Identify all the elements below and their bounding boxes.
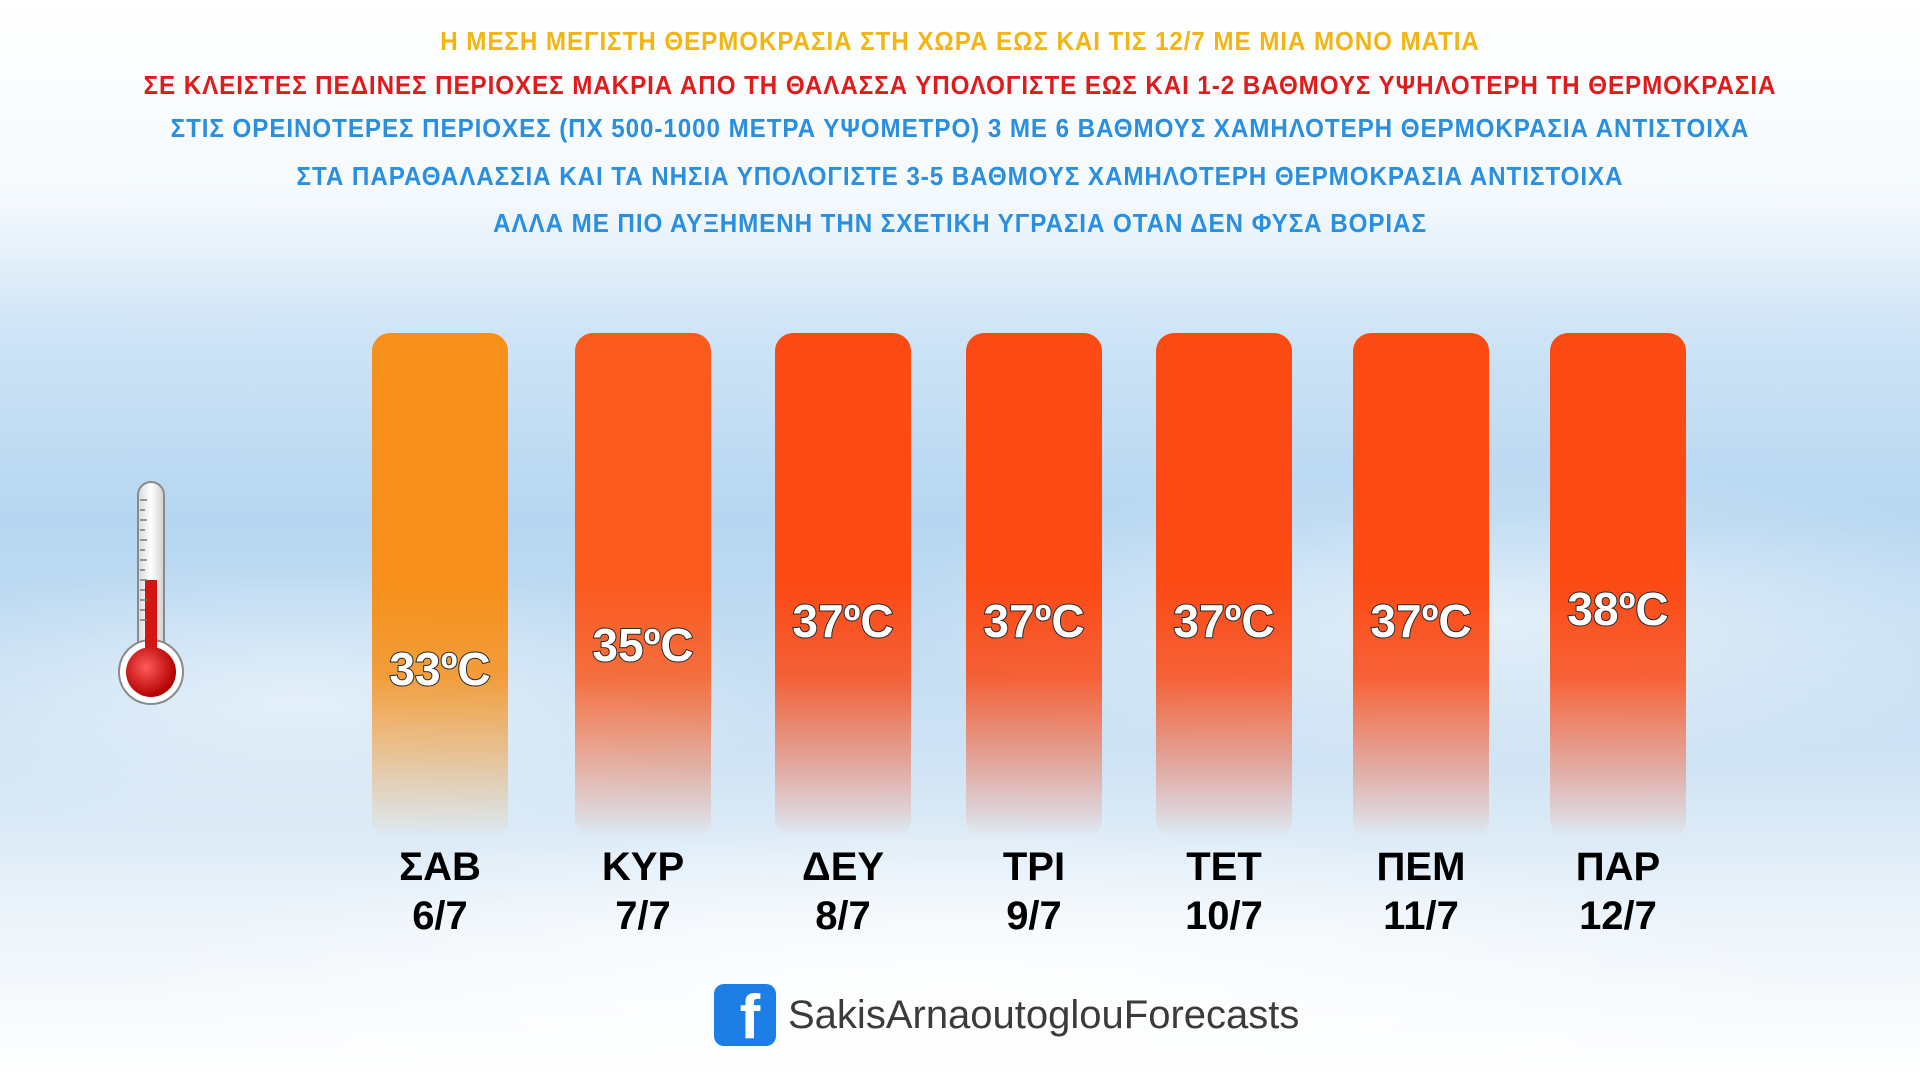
heading-line-2: ΣΕ ΚΛΕΙΣΤΕΣ ΠΕΔΙΝΕΣ ΠΕΡΙΟΧΕΣ ΜΑΚΡΙΑ ΑΠΟ … bbox=[143, 70, 1777, 100]
day-label: ΤΡΙ bbox=[1003, 845, 1065, 889]
facebook-glyph: f bbox=[739, 984, 761, 1047]
day-label: ΤΕΤ bbox=[1186, 845, 1262, 889]
date-label: 11/7 bbox=[1383, 894, 1459, 938]
bar-value-label: 35ºC bbox=[592, 619, 693, 671]
bar-2 bbox=[775, 333, 911, 838]
facebook-icon: f bbox=[714, 984, 776, 1046]
date-label: 12/7 bbox=[1579, 894, 1657, 938]
day-label: ΠΑΡ bbox=[1576, 845, 1660, 889]
bar-5 bbox=[1353, 333, 1489, 838]
bar-value-label: 33ºC bbox=[389, 643, 490, 695]
facebook-page-name: SakisArnaoutoglouForecasts bbox=[788, 992, 1300, 1037]
bar-value-label: 37ºC bbox=[792, 595, 893, 647]
bars-layer bbox=[372, 333, 1686, 838]
bar-3 bbox=[966, 333, 1102, 838]
date-label: 8/7 bbox=[815, 894, 871, 938]
labels-layer: 33ºC ΣΑΒ 6/7 35ºC ΚΥΡ 7/7 37ºC ΔΕΥ 8/7 37ºC ΤΡΙ 9/7… bbox=[388, 582, 1669, 938]
bar-value-label: 37ºC bbox=[1173, 595, 1274, 647]
bar-value-label: 38ºC bbox=[1567, 583, 1668, 635]
day-label: ΠΕΜ bbox=[1377, 845, 1466, 889]
heading-line-1: Η ΜΕΣΗ ΜΕΓΙΣΤΗ ΘΕΡΜΟΚΡΑΣΙΑ ΣΤΗ ΧΩΡΑ ΕΩΣ … bbox=[440, 26, 1480, 56]
bar-6 bbox=[1550, 333, 1686, 838]
day-label: ΣΑΒ bbox=[399, 845, 481, 889]
day-label: ΔΕΥ bbox=[802, 845, 884, 889]
bar-value-label: 37ºC bbox=[1370, 595, 1471, 647]
date-label: 7/7 bbox=[615, 894, 671, 938]
bar-0 bbox=[372, 333, 508, 838]
thermometer-icon bbox=[118, 481, 184, 705]
bar-1 bbox=[575, 333, 711, 838]
bar-value-label: 37ºC bbox=[983, 595, 1084, 647]
day-label: ΚΥΡ bbox=[602, 845, 684, 889]
heading-line-3: ΣΤΙΣ ΟΡΕΙΝΟΤΕΡΕΣ ΠΕΡΙΟΧΕΣ (ΠΧ 500-1000 Μ… bbox=[170, 113, 1750, 143]
bar-4 bbox=[1156, 333, 1292, 838]
facebook-page-credit[interactable]: f SakisArnaoutoglouForecasts bbox=[714, 984, 1299, 1046]
date-label: 9/7 bbox=[1006, 894, 1062, 938]
date-label: 10/7 bbox=[1185, 894, 1263, 938]
heading-line-4: ΣΤΑ ΠΑΡΑΘΑΛΑΣΣΙΑ ΚΑΙ ΤΑ ΝΗΣΙΑ ΥΠΟΛΟΓΙΣΤΕ… bbox=[296, 161, 1624, 191]
date-label: 6/7 bbox=[412, 894, 468, 938]
heading-line-5: ΑΛΛΑ ΜΕ ΠΙΟ ΑΥΞΗΜΕΝΗ ΤΗΝ ΣΧΕΤΙΚΗ ΥΓΡΑΣΙΑ… bbox=[493, 208, 1427, 238]
